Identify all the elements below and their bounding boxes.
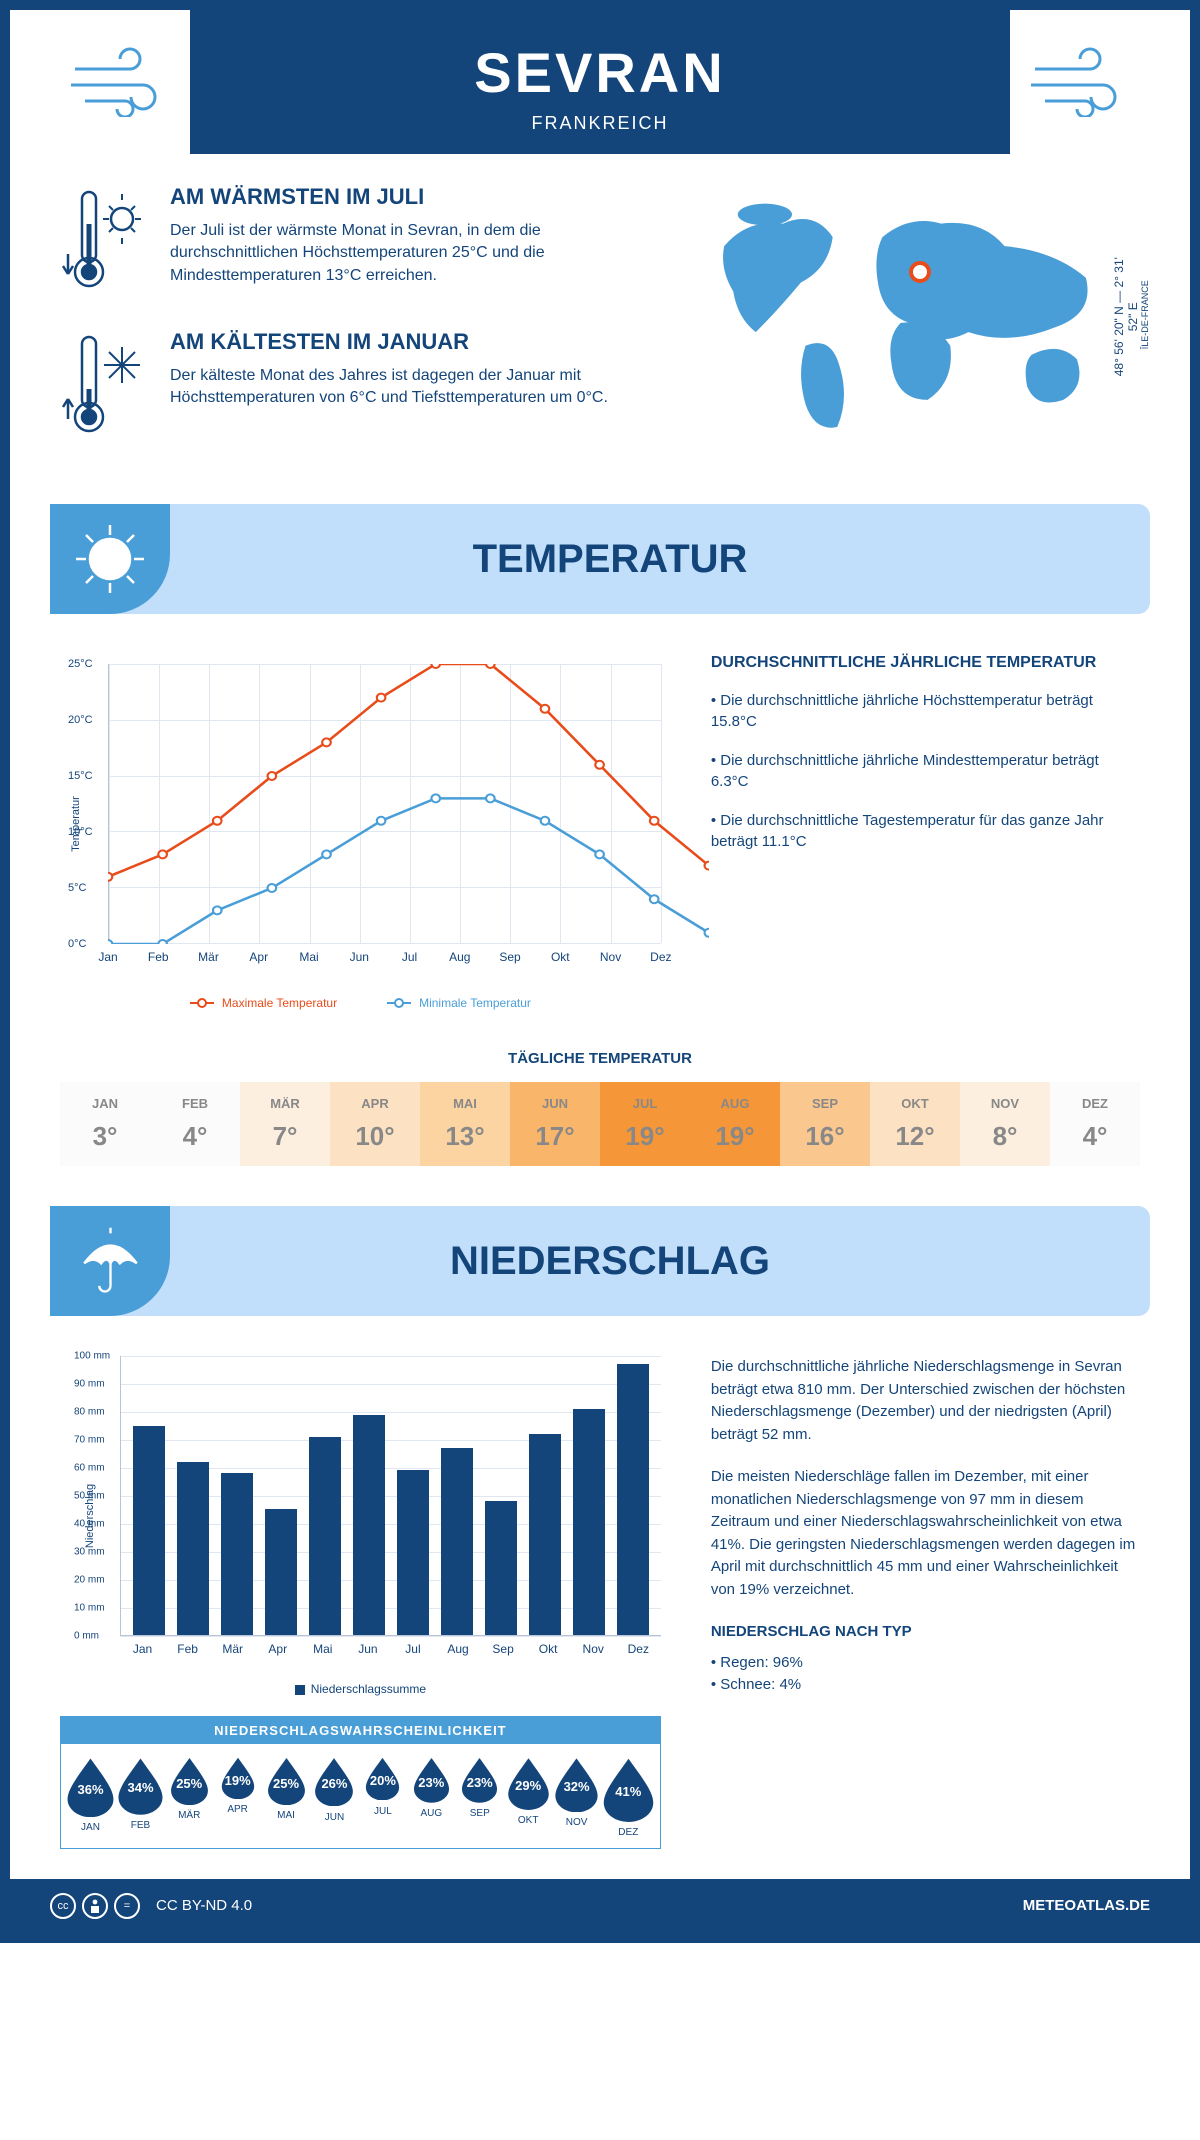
cc-icon: cc	[50, 1893, 76, 1919]
precip-type-1: • Regen: 96%	[711, 1652, 1140, 1675]
daily-cell: SEP16°	[780, 1082, 870, 1166]
precip-bar	[133, 1426, 165, 1635]
world-map: 48° 56' 20" N — 2° 31' 52" E ÎLE-DE-FRAN…	[688, 184, 1140, 449]
thermometer-hot-icon	[60, 184, 150, 299]
prob-cell: 41% DEZ	[601, 1756, 656, 1838]
prob-cell: 25% MÄR	[165, 1756, 213, 1838]
temp-desc-b1: • Die durchschnittliche jährliche Höchst…	[711, 690, 1140, 732]
precip-bar	[309, 1437, 341, 1635]
precip-bar	[397, 1470, 429, 1635]
temp-chart-legend: Maximale Temperatur Minimale Temperatur	[60, 996, 661, 1010]
precip-p1: Die durchschnittliche jährliche Niedersc…	[711, 1356, 1140, 1446]
temp-desc-b3: • Die durchschnittliche Tagestemperatur …	[711, 810, 1140, 852]
daily-cell: JAN3°	[60, 1082, 150, 1166]
precip-bar	[617, 1364, 649, 1635]
prob-cell: 25% MAI	[262, 1756, 310, 1838]
precip-bar	[265, 1509, 297, 1635]
prob-cell: 29% OKT	[504, 1756, 552, 1838]
by-icon	[82, 1893, 108, 1919]
cold-title: AM KÄLTESTEN IM JANUAR	[170, 329, 648, 355]
daily-cell: JUL19°	[600, 1082, 690, 1166]
temperature-line-chart: Temperatur 0°C5°C10°C15°C20°C25°CJanFebM…	[60, 654, 661, 994]
daily-cell: MAI13°	[420, 1082, 510, 1166]
wind-icon-left	[50, 32, 190, 132]
prob-title: NIEDERSCHLAGSWAHRSCHEINLICHKEIT	[61, 1717, 660, 1744]
wind-icon-right	[1010, 32, 1150, 132]
precipitation-title: NIEDERSCHLAG	[170, 1239, 1150, 1284]
daily-cell: MÄR7°	[240, 1082, 330, 1166]
sun-icon	[50, 504, 170, 614]
cold-text: Der kälteste Monat des Jahres ist dagege…	[170, 365, 648, 410]
precip-bar	[485, 1501, 517, 1635]
daily-cell: NOV8°	[960, 1082, 1050, 1166]
precip-bar	[221, 1473, 253, 1635]
daily-cell: APR10°	[330, 1082, 420, 1166]
precip-bar	[441, 1448, 473, 1635]
prob-cell: 20% JUL	[359, 1756, 407, 1838]
license-block: cc = CC BY-ND 4.0	[50, 1893, 252, 1919]
daily-cell: DEZ4°	[1050, 1082, 1140, 1166]
daily-cell: JUN17°	[510, 1082, 600, 1166]
precip-bar	[573, 1409, 605, 1635]
prob-cell: 34% FEB	[116, 1756, 165, 1838]
umbrella-icon	[50, 1206, 170, 1316]
prob-cell: 32% NOV	[552, 1756, 600, 1838]
temp-desc-heading: DURCHSCHNITTLICHE JÄHRLICHE TEMPERATUR	[711, 654, 1140, 672]
temperature-section-header: TEMPERATUR	[50, 504, 1150, 614]
prob-cell: 19% APR	[213, 1756, 261, 1838]
prob-cell: 26% JUN	[310, 1756, 358, 1838]
daily-temp-band: JAN3°FEB4°MÄR7°APR10°MAI13°JUN17°JUL19°A…	[60, 1082, 1140, 1166]
precip-type-heading: NIEDERSCHLAG NACH TYP	[711, 1621, 1140, 1644]
precip-p2: Die meisten Niederschläge fallen im Deze…	[711, 1466, 1140, 1601]
prob-cell: 36% JAN	[65, 1756, 116, 1838]
coordinates-label: 48° 56' 20" N — 2° 31' 52" E ÎLE-DE-FRAN…	[1112, 250, 1150, 383]
daily-cell: FEB4°	[150, 1082, 240, 1166]
city-title: SEVRAN	[190, 40, 1010, 105]
precipitation-probability-box: NIEDERSCHLAGSWAHRSCHEINLICHKEIT 36% JAN …	[60, 1716, 661, 1849]
precip-bar	[353, 1415, 385, 1635]
prob-cell: 23% AUG	[407, 1756, 455, 1838]
precip-bar	[529, 1434, 561, 1635]
site-credit: METEOATLAS.DE	[1023, 1897, 1150, 1914]
warm-title: AM WÄRMSTEN IM JULI	[170, 184, 648, 210]
thermometer-cold-icon	[60, 329, 150, 444]
license-text: CC BY-ND 4.0	[156, 1897, 252, 1914]
daily-temp-title: TÄGLICHE TEMPERATUR	[10, 1050, 1190, 1067]
prob-cell: 23% SEP	[456, 1756, 504, 1838]
precip-type-2: • Schnee: 4%	[711, 1674, 1140, 1697]
nd-icon: =	[114, 1893, 140, 1919]
precip-legend: Niederschlagssumme	[60, 1682, 661, 1696]
precipitation-bar-chart: Niederschlag 0 mm10 mm20 mm30 mm40 mm50 …	[60, 1356, 661, 1676]
warm-text: Der Juli ist der wärmste Monat in Sevran…	[170, 220, 648, 287]
temperature-title: TEMPERATUR	[170, 537, 1150, 582]
precipitation-section-header: NIEDERSCHLAG	[50, 1206, 1150, 1316]
daily-cell: OKT12°	[870, 1082, 960, 1166]
daily-cell: AUG19°	[690, 1082, 780, 1166]
temp-desc-b2: • Die durchschnittliche jährliche Mindes…	[711, 750, 1140, 792]
temp-chart-ylabel: Temperatur	[70, 796, 82, 852]
precip-bar	[177, 1462, 209, 1635]
country-subtitle: FRANKREICH	[190, 113, 1010, 134]
